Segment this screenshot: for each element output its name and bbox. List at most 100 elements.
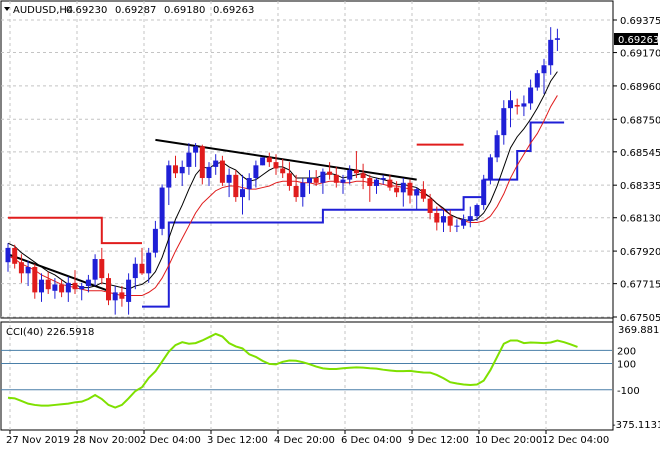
bearish-candle xyxy=(514,104,520,107)
bearish-candle xyxy=(273,162,279,169)
ohlc-open: 0.69230 xyxy=(66,5,107,16)
bearish-candle xyxy=(447,216,453,226)
bullish-candle xyxy=(534,73,540,88)
bullish-candle xyxy=(226,174,232,183)
cci-min-label: -375.1131 xyxy=(612,420,660,431)
bearish-candle xyxy=(72,282,78,290)
ohlc-close: 0.69263 xyxy=(213,5,254,16)
upper-channel-line xyxy=(8,143,464,245)
time-tick-label: 6 Dec 04:00 xyxy=(341,435,402,446)
bullish-candle xyxy=(528,87,534,104)
bearish-candle xyxy=(18,262,24,274)
bearish-candle xyxy=(99,259,105,279)
current-price-badge: 0.69263 xyxy=(614,33,659,46)
bearish-candle xyxy=(434,212,440,223)
time-tick-label: 10 Dec 20:00 xyxy=(475,435,542,446)
bullish-candle xyxy=(481,179,487,206)
bullish-candle xyxy=(400,182,406,193)
time-tick-label: 12 Dec 04:00 xyxy=(542,435,609,446)
cci-max-label: 369.8816 xyxy=(618,325,660,336)
ohlc-low: 0.69180 xyxy=(164,5,205,16)
time-tick-label: 4 Dec 20:00 xyxy=(274,435,335,446)
bearish-candle xyxy=(360,173,366,179)
bullish-candle xyxy=(494,135,500,158)
bullish-candle xyxy=(92,259,98,280)
current-price-label: 0.69263 xyxy=(618,35,659,46)
cci-level-label: 100 xyxy=(617,360,636,371)
bullish-candle xyxy=(85,279,91,287)
bearish-candle xyxy=(333,174,339,183)
price-tick-label: 0.68545 xyxy=(620,148,660,159)
bullish-candle xyxy=(79,286,85,290)
bullish-candle xyxy=(39,279,44,293)
bullish-candle xyxy=(320,171,326,183)
bearish-candle xyxy=(313,178,319,183)
bearish-candle xyxy=(280,168,286,174)
cci-line xyxy=(7,332,578,409)
bearish-candle xyxy=(427,198,433,213)
bearish-candle xyxy=(387,179,393,188)
bullish-candle xyxy=(461,219,467,226)
bullish-candle xyxy=(146,252,152,274)
axes: 0.69375 0.69170 0.68960 0.68750 0.68545 0.683… xyxy=(6,16,660,446)
bearish-candle xyxy=(139,263,145,274)
bullish-candle xyxy=(508,100,513,109)
cci-level-label: 200 xyxy=(617,346,636,357)
time-tick-label: 2 Dec 04:00 xyxy=(140,435,201,446)
price-tick-label: 0.67505 xyxy=(620,313,660,324)
bullish-candle xyxy=(152,228,158,253)
fast-moving-average xyxy=(7,71,558,290)
time-tick-label: 9 Dec 12:00 xyxy=(408,435,469,446)
bullish-candle xyxy=(380,178,386,180)
price-tick-label: 0.67920 xyxy=(620,247,660,258)
bearish-candle xyxy=(407,182,413,196)
bullish-candle xyxy=(307,178,312,183)
lower-channel-line xyxy=(142,121,565,308)
bullish-candle xyxy=(126,279,132,302)
bullish-candle xyxy=(548,39,554,66)
bearish-candle xyxy=(173,165,178,174)
bullish-candle xyxy=(441,216,446,223)
bullish-candle xyxy=(52,284,58,291)
time-tick-label: 27 Nov 2019 xyxy=(6,435,70,446)
bullish-candle xyxy=(240,189,245,198)
bullish-candle xyxy=(521,103,527,107)
bearish-candle xyxy=(293,185,299,198)
bullish-candle xyxy=(467,216,473,221)
ohlc-high: 0.69287 xyxy=(115,5,156,16)
bullish-candle xyxy=(179,166,185,174)
price-tick-label: 0.69375 xyxy=(620,16,660,27)
bullish-candle xyxy=(340,179,346,183)
price-tick-label: 0.69170 xyxy=(620,49,660,60)
bullish-candle xyxy=(246,178,252,190)
bullish-candle xyxy=(112,292,118,301)
symbol-label: AUDUSD,H4 xyxy=(13,5,73,16)
trendline xyxy=(7,253,109,292)
bearish-candle xyxy=(59,284,65,293)
slow-moving-average xyxy=(7,95,558,297)
bullish-candle xyxy=(487,157,493,180)
bullish-candle xyxy=(25,266,31,274)
bearish-candle xyxy=(106,278,111,301)
bearish-candle xyxy=(266,157,272,163)
bearish-candle xyxy=(286,173,292,186)
bullish-candle xyxy=(414,189,420,196)
bullish-candle xyxy=(193,146,199,153)
bullish-candle xyxy=(186,152,192,167)
current-price-box xyxy=(614,33,658,45)
price-tick-label: 0.68130 xyxy=(620,214,660,225)
indicator-overlays xyxy=(7,71,565,308)
bearish-candle xyxy=(394,187,400,193)
price-tick-label: 0.68335 xyxy=(620,181,660,192)
bullish-candle xyxy=(501,108,507,136)
cci-level-label: -100 xyxy=(617,386,640,397)
bullish-candle xyxy=(253,165,259,179)
cci-indicator: 200 100 -100 xyxy=(1,332,640,409)
bearish-candle xyxy=(367,178,373,186)
symbol-header: AUDUSD,H4 0.69230 0.69287 0.69180 0.6926… xyxy=(4,5,254,16)
bullish-candle xyxy=(554,38,560,40)
candles xyxy=(5,27,560,315)
bearish-candle xyxy=(219,160,225,183)
bearish-candle xyxy=(233,174,239,198)
